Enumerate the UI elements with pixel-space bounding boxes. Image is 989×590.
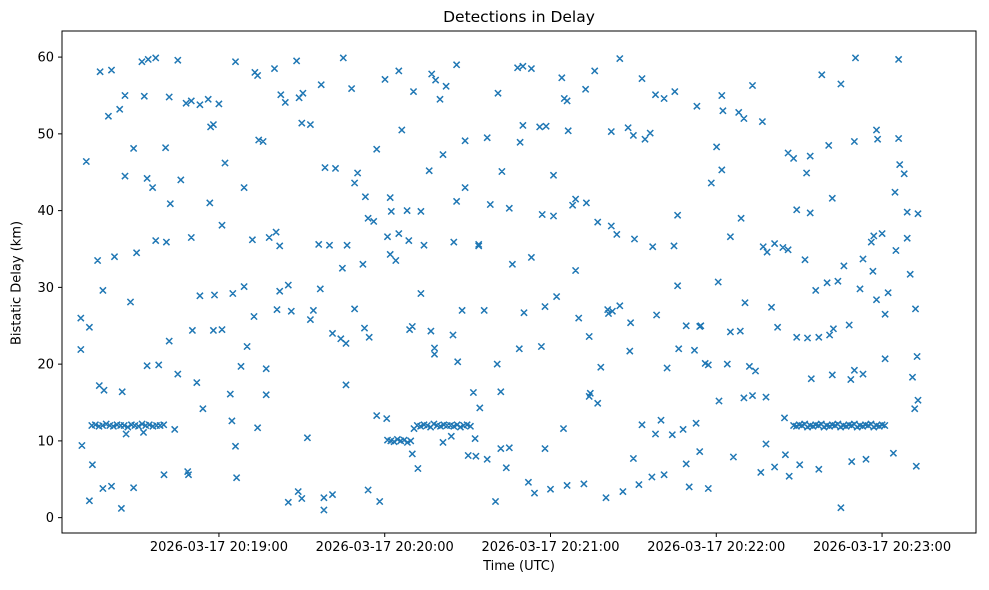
x-tick-label: 2026-03-17 20:20:00 <box>316 540 454 555</box>
x-tick-label: 2026-03-17 20:23:00 <box>813 540 951 555</box>
y-tick-label: 50 <box>37 127 54 142</box>
plot-title: Detections in Delay <box>443 8 595 26</box>
x-axis-label: Time (UTC) <box>483 559 555 574</box>
y-tick-label: 20 <box>37 358 54 373</box>
y-tick-label: 10 <box>37 434 54 449</box>
y-tick-label: 0 <box>46 511 54 526</box>
x-tick-label: 2026-03-17 20:19:00 <box>150 540 288 555</box>
scatter-points <box>77 54 922 514</box>
x-tick-label: 2026-03-17 20:22:00 <box>647 540 785 555</box>
y-axis-label: Bistatic Delay (km) <box>9 220 25 346</box>
y-tick-label: 60 <box>37 51 54 66</box>
y-tick-label: 40 <box>37 204 54 219</box>
x-tick-label: 2026-03-17 20:21:00 <box>481 540 619 555</box>
axes-box <box>61 30 977 534</box>
y-tick-label: 30 <box>37 281 54 296</box>
